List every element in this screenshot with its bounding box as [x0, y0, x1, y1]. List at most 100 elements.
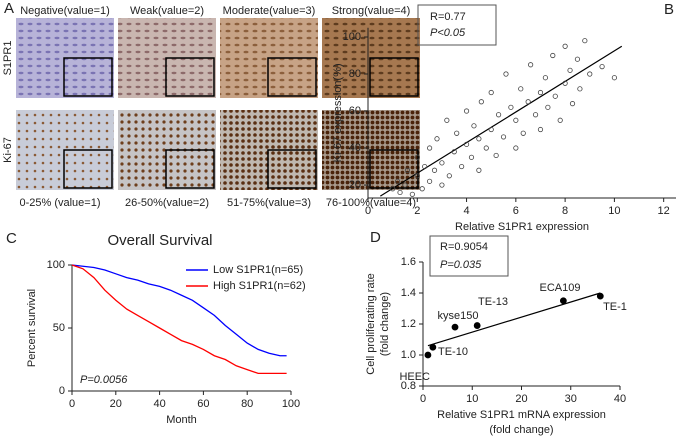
column-title: Negative(value=1): [20, 5, 110, 17]
point: [451, 149, 457, 155]
point: [414, 154, 420, 160]
bottom-label: 0-25% (value=1): [19, 197, 100, 209]
x-tick-label: 100: [282, 398, 300, 410]
row-label: Ki-67: [2, 137, 14, 163]
point: [503, 71, 509, 77]
y-tick-label: 0.8: [401, 380, 416, 392]
x-tick-label: 10: [466, 393, 478, 405]
point: [582, 38, 588, 44]
panel-label: A: [4, 0, 14, 17]
point: [567, 67, 573, 73]
point-label: TE-10: [438, 346, 468, 358]
point: [545, 104, 551, 110]
point: [577, 86, 583, 92]
x-tick-label: 20: [515, 393, 527, 405]
y-axis-title: Percent survival: [26, 289, 38, 367]
y-tick-label: 0: [59, 385, 65, 397]
point: [446, 173, 452, 179]
point: [429, 343, 437, 351]
inset: [267, 57, 317, 97]
point: [439, 182, 445, 188]
panel-label: D: [370, 229, 381, 246]
point-label: TE-13: [478, 296, 508, 308]
point: [424, 351, 432, 359]
point: [390, 186, 396, 192]
x-tick-label: 12: [658, 205, 670, 217]
panel-label: B: [664, 1, 674, 18]
point: [488, 89, 494, 96]
point: [513, 117, 519, 123]
x-tick-label: 20: [110, 398, 122, 410]
annotation-box: [417, 4, 497, 46]
inset: [165, 149, 215, 189]
column-title: Weak(value=2): [130, 5, 204, 17]
y-axis-title: (fold change): [379, 292, 391, 356]
annotation: P=0.035: [440, 259, 482, 271]
survival-curve: [71, 264, 287, 357]
y-tick-label: 60: [349, 105, 361, 117]
point: [493, 152, 499, 159]
row-label: S1PR1: [2, 41, 14, 76]
x-axis-title: Month: [166, 414, 197, 426]
point: [550, 52, 556, 59]
x-tick-label: 0: [420, 393, 426, 405]
chart-title: Overall Survival: [107, 232, 212, 249]
annotation: R=0.9054: [440, 241, 488, 253]
point: [559, 297, 567, 305]
x-tick-label: 30: [565, 393, 577, 405]
point: [483, 145, 489, 151]
x-tick-label: 40: [614, 393, 626, 405]
point: [542, 75, 549, 81]
point: [476, 167, 482, 173]
point: [537, 126, 544, 133]
y-axis-title: Cell proliferating rate: [365, 273, 377, 375]
point: [513, 145, 519, 151]
fit-line: [380, 45, 623, 197]
point: [397, 189, 403, 196]
point: [478, 99, 484, 105]
inset: [267, 149, 317, 189]
point: [518, 86, 524, 92]
point: [488, 126, 494, 133]
y-tick-label: 20: [349, 179, 361, 191]
annotation-box: [429, 235, 509, 277]
survival-curve: [71, 264, 287, 375]
point: [434, 136, 440, 142]
x-tick-label: 4: [463, 205, 469, 217]
inset: [165, 57, 215, 97]
point: [463, 108, 470, 114]
y-tick-label: 1.6: [401, 256, 416, 268]
point: [532, 112, 539, 118]
column-title: Moderate(value=3): [223, 5, 316, 17]
point: [468, 154, 475, 160]
point: [473, 322, 481, 329]
annotation: R=0.77: [430, 11, 466, 23]
legend-label: High S1PR1(n=62): [213, 280, 306, 292]
bottom-label: 26-50%(value=2): [125, 197, 209, 209]
column-title: Strong(value=4): [332, 5, 411, 17]
annotation: P<0.05: [430, 27, 466, 39]
x-tick-label: 40: [153, 398, 165, 410]
point: [552, 93, 558, 99]
point: [574, 56, 581, 62]
point: [419, 186, 425, 192]
panel-label: C: [6, 230, 17, 247]
point: [528, 62, 534, 68]
y-tick-label: 1.0: [401, 349, 416, 361]
bottom-label: 76-100%(value=4): [326, 197, 416, 209]
inset: [63, 57, 113, 97]
y-tick-label: 100: [343, 31, 361, 43]
x-tick-label: 2: [414, 205, 420, 217]
point: [520, 130, 526, 136]
y-axis-title: Ki-67 expression(%): [332, 63, 344, 162]
point: [611, 75, 618, 81]
inset: [63, 149, 113, 189]
point-label: TE-1: [603, 301, 627, 313]
x-tick-label: 0: [365, 205, 371, 217]
point: [431, 167, 438, 173]
point: [451, 323, 459, 331]
point: [587, 71, 593, 77]
point: [562, 80, 568, 86]
point: [454, 130, 460, 136]
